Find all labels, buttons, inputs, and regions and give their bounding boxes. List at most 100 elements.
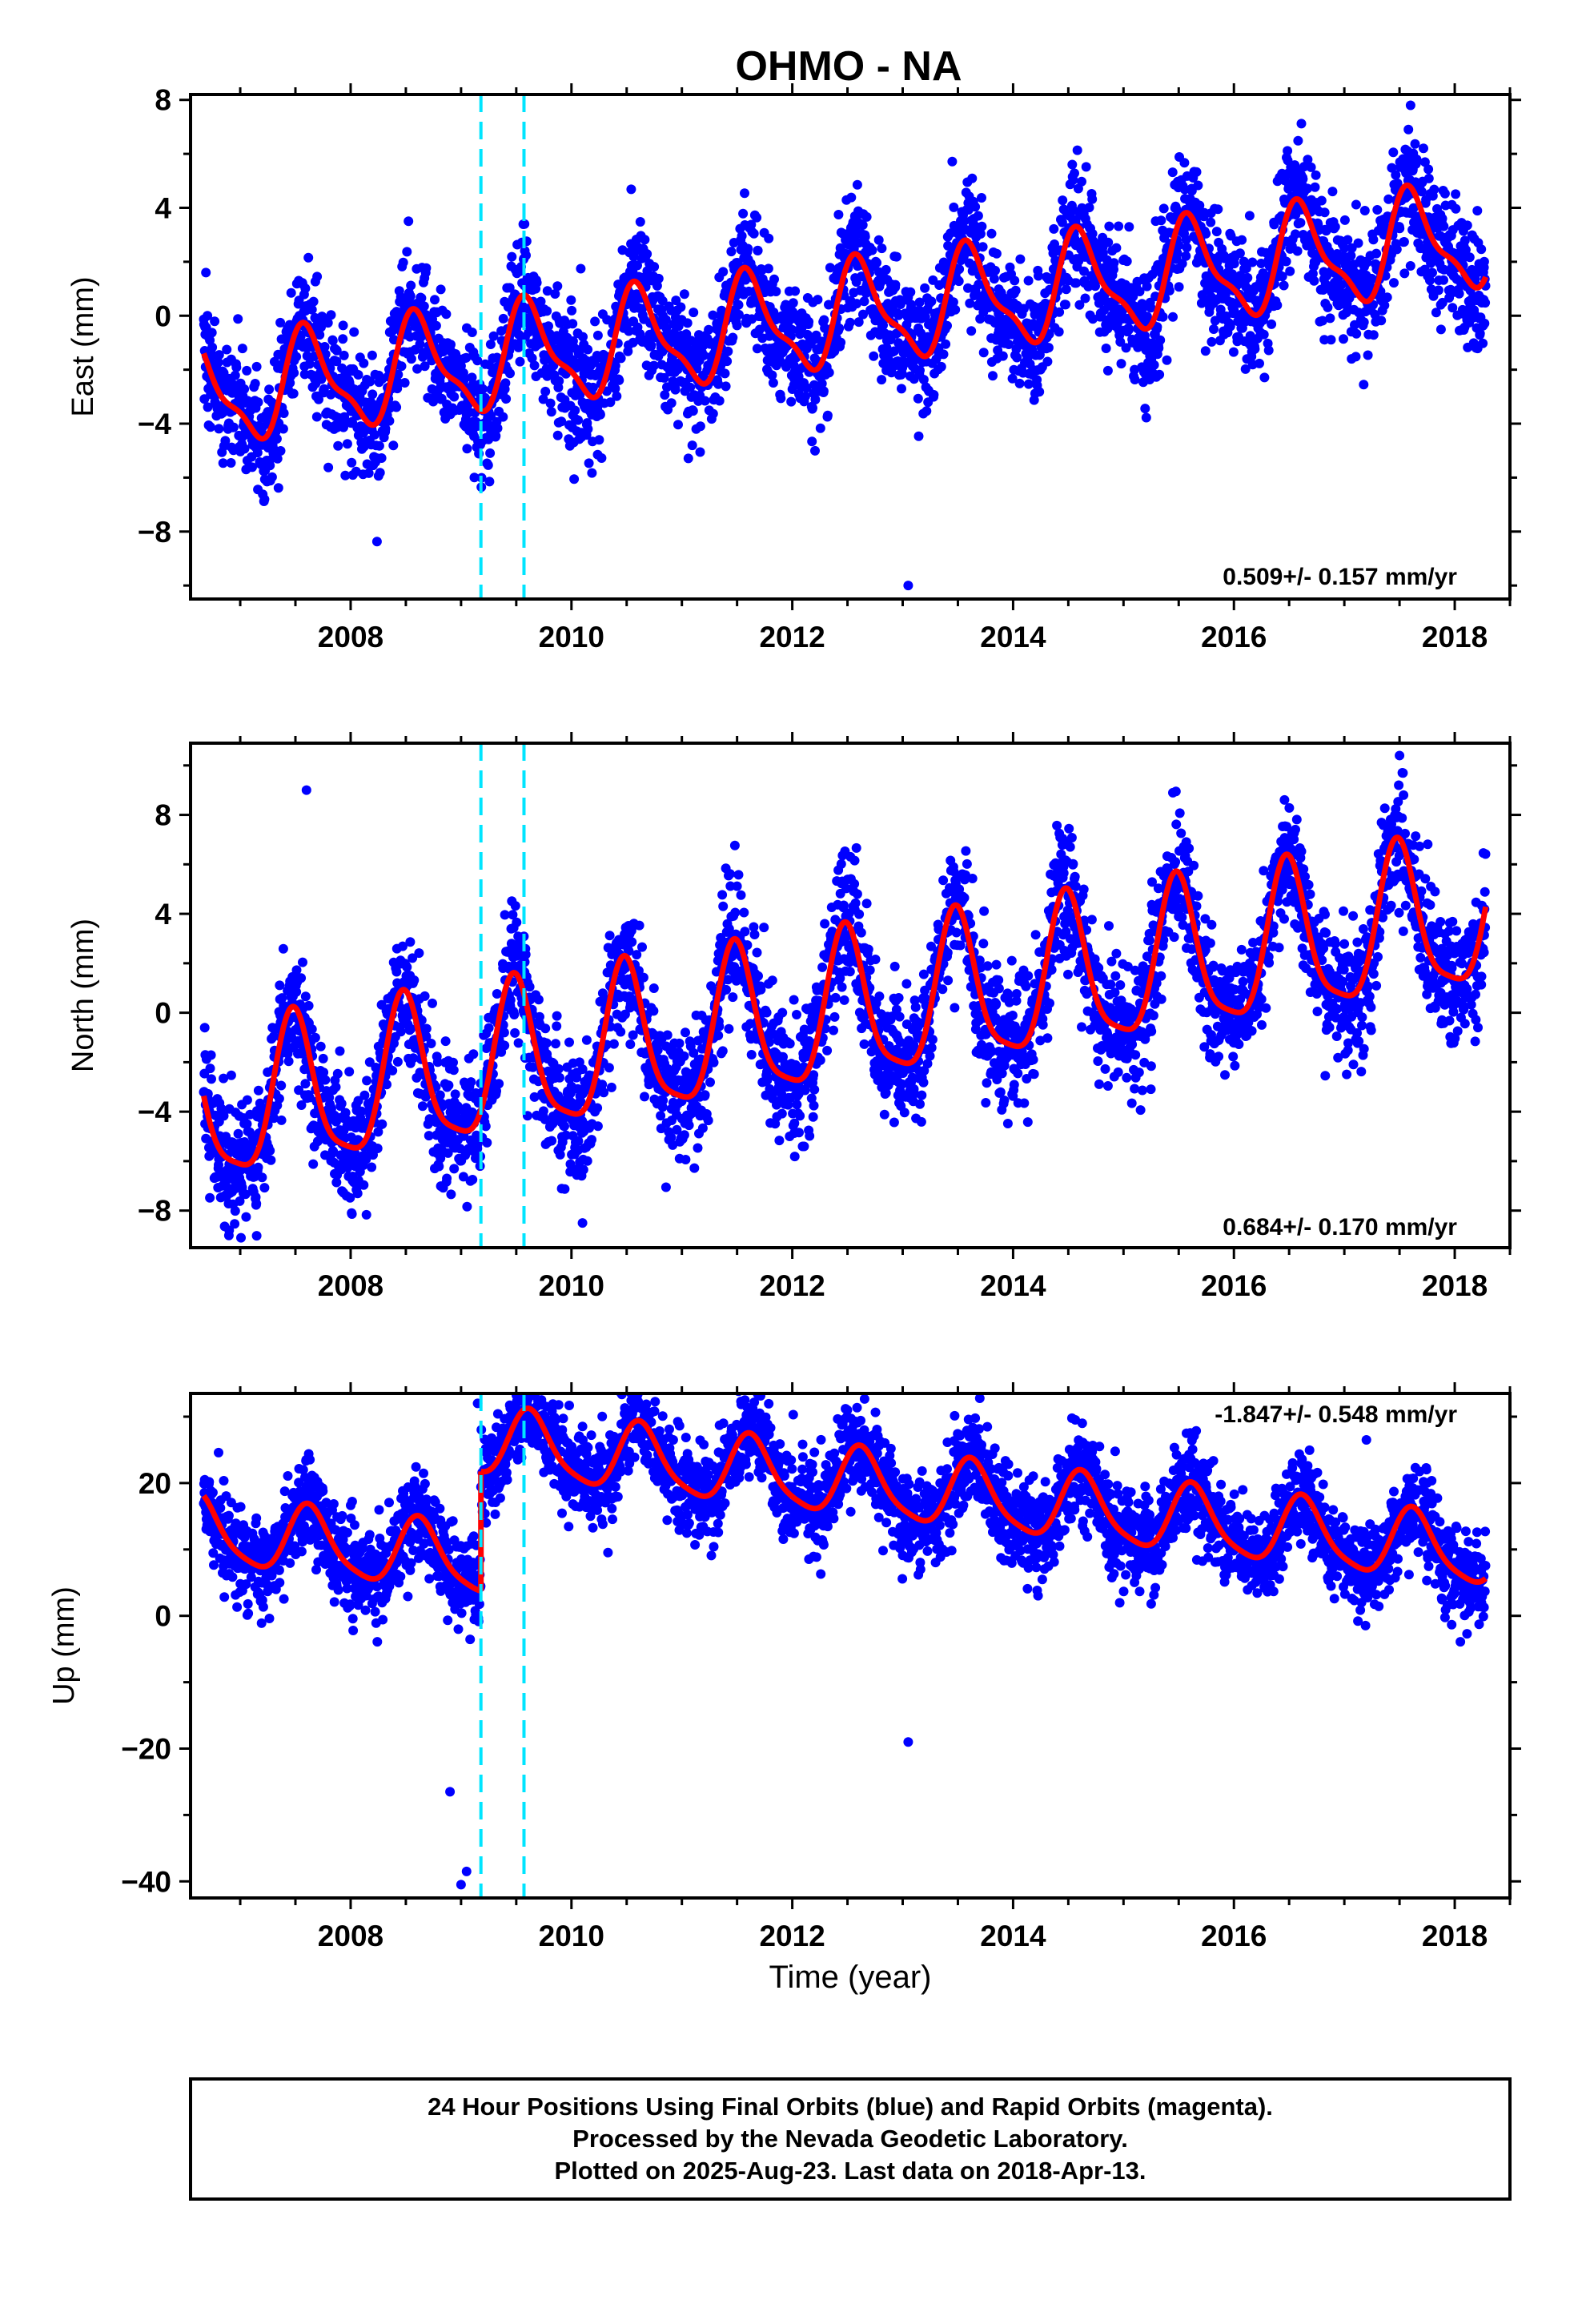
data-point (440, 1036, 451, 1047)
data-point (1182, 243, 1192, 253)
data-point (1153, 259, 1163, 270)
data-point (338, 334, 348, 344)
data-point (1179, 184, 1190, 195)
data-point (251, 1231, 262, 1241)
data-point (555, 1072, 564, 1083)
data-point (231, 362, 242, 372)
data-point (1372, 205, 1383, 215)
data-point (535, 1011, 544, 1022)
data-point (494, 1079, 504, 1089)
data-point (733, 259, 743, 269)
data-point (408, 1053, 419, 1063)
data-point (332, 1068, 343, 1079)
data-point (303, 1000, 314, 1011)
data-point (484, 1023, 494, 1033)
data-point (1376, 316, 1387, 326)
data-point (1439, 188, 1450, 199)
data-point (592, 1121, 603, 1132)
data-point (213, 357, 223, 368)
data-point (553, 1063, 564, 1074)
data-point (1451, 203, 1461, 214)
data-point (989, 274, 999, 284)
data-point (700, 396, 710, 406)
data-point (298, 957, 307, 967)
data-point (532, 278, 542, 287)
x-tick-label: 2018 (1422, 621, 1488, 653)
data-point (1303, 155, 1313, 165)
data-point (1408, 203, 1419, 213)
data-point (1193, 180, 1203, 191)
data-point (285, 378, 295, 388)
data-point (304, 359, 315, 369)
data-point (657, 296, 668, 306)
data-point (331, 345, 342, 356)
data-point (500, 1040, 510, 1051)
data-point (417, 1101, 428, 1112)
data-point (891, 251, 901, 262)
data-point (247, 462, 257, 472)
data-point (207, 342, 218, 352)
data-point (1480, 318, 1490, 328)
data-point (269, 1113, 279, 1124)
data-point (1299, 162, 1309, 172)
data-point (283, 1056, 294, 1067)
data-point (918, 375, 929, 384)
data-point (369, 429, 379, 440)
data-point (646, 340, 656, 351)
data-point (515, 356, 525, 367)
data-point (331, 1177, 342, 1188)
data-point (259, 494, 270, 505)
data-point (524, 982, 535, 992)
data-point (610, 384, 620, 394)
data-point (485, 448, 496, 458)
data-point (315, 1041, 326, 1051)
data-point (444, 1080, 454, 1091)
data-point (210, 316, 220, 327)
data-point (1111, 243, 1122, 253)
data-point (661, 315, 671, 325)
data-point (252, 448, 263, 458)
data-point (339, 412, 350, 422)
data-point (308, 1159, 319, 1169)
data-point (1460, 235, 1470, 246)
data-point (573, 1136, 584, 1146)
data-point (1243, 272, 1253, 283)
data-point (319, 1068, 329, 1078)
data-point (614, 375, 624, 385)
data-point (752, 212, 762, 223)
data-point (1067, 159, 1078, 170)
data-point (897, 384, 906, 394)
data-point (1241, 263, 1251, 274)
data-point (544, 321, 553, 332)
data-point (763, 263, 773, 274)
data-point (367, 389, 378, 400)
data-point (648, 360, 659, 371)
data-point (218, 458, 228, 468)
data-point (361, 1154, 371, 1164)
data-point (1004, 340, 1014, 349)
data-point (975, 229, 986, 239)
data-point (1405, 261, 1415, 271)
data-point (1351, 352, 1361, 362)
data-point (266, 1155, 276, 1165)
data-point (265, 1145, 275, 1156)
data-point (307, 304, 317, 315)
data-point (825, 263, 835, 273)
x-tick-label: 2012 (759, 621, 825, 653)
data-point (222, 344, 232, 355)
data-point (1206, 217, 1216, 227)
data-point (367, 350, 377, 360)
y-tick-label: −4 (138, 408, 172, 440)
data-point (800, 392, 810, 401)
data-point (967, 173, 978, 183)
data-point (387, 1065, 398, 1076)
data-point (781, 362, 792, 372)
data-point (1102, 365, 1113, 376)
data-point (1310, 182, 1320, 192)
data-point (498, 412, 508, 422)
data-point (949, 202, 959, 212)
data-point (752, 344, 762, 354)
data-point (448, 1057, 458, 1068)
data-point (660, 390, 670, 400)
data-point (520, 219, 530, 229)
